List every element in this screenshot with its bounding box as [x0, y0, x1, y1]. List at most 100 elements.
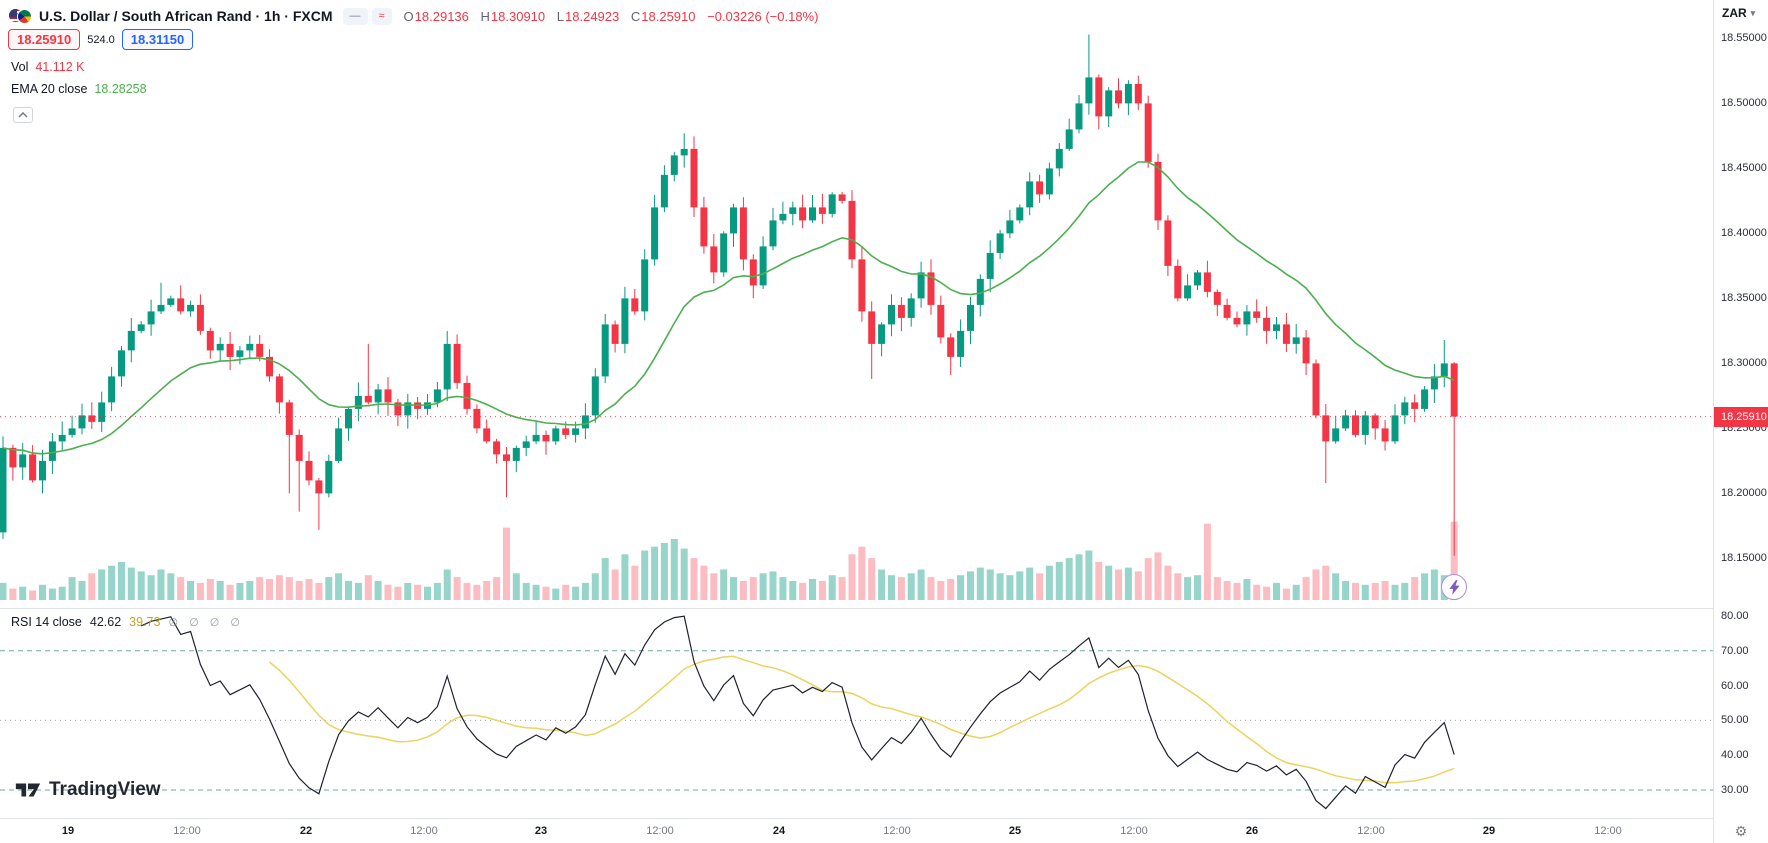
volume-bar: [660, 542, 668, 600]
volume-layer: [0, 521, 1458, 600]
volume-bar: [562, 584, 570, 600]
volume-bar: [1095, 561, 1103, 600]
volume-bar: [522, 582, 530, 600]
volume-bar: [532, 584, 540, 600]
volume-bar: [266, 579, 273, 600]
volume-bar: [157, 569, 165, 600]
volume-bar: [1430, 569, 1438, 600]
rsi-label: RSI 14 close: [11, 615, 82, 629]
volume-bar: [542, 586, 550, 600]
candle-body: [9, 447, 17, 468]
candle-body: [305, 460, 313, 481]
volume-bar: [78, 581, 86, 600]
volume-bar: [1075, 554, 1083, 600]
volume-bar: [680, 548, 688, 600]
time-axis[interactable]: 19 12:00 22 12:00 23 12:00 24 12:00 25 12:00 26 12:…: [0, 819, 1713, 843]
collapse-legend-button[interactable]: [13, 107, 33, 123]
candle-body: [621, 298, 629, 344]
volume-bar: [1282, 588, 1290, 600]
volume-bar: [749, 577, 757, 600]
candle-body: [216, 343, 224, 351]
candle-body: [1371, 415, 1379, 429]
candle-body: [29, 454, 37, 481]
axis-currency-selector[interactable]: ZAR ▾: [1714, 0, 1768, 20]
candle-body: [532, 434, 540, 442]
candle-body: [295, 434, 303, 461]
volume-bar: [206, 579, 214, 600]
rsi-axis-label: 30.00: [1721, 784, 1749, 796]
volume-bar: [1184, 577, 1192, 600]
symbol-pair-icon: [8, 7, 34, 25]
candle-body: [720, 233, 728, 273]
candle-body: [315, 480, 323, 494]
volume-bar: [848, 554, 856, 600]
axis-currency-label: ZAR: [1722, 6, 1747, 20]
time-axis-label: 12:00: [173, 825, 201, 837]
tradingview-logo-icon: [15, 783, 41, 797]
time-axis-label: 12:00: [1120, 825, 1148, 837]
sell-price-button[interactable]: 18.25910: [8, 29, 81, 50]
instant-trade-lightning-button[interactable]: [1441, 574, 1467, 600]
volume-bar: [1115, 569, 1122, 600]
candle-body: [848, 200, 856, 260]
candle-body: [473, 408, 481, 429]
volume-bar: [374, 581, 382, 600]
volume-bar: [818, 581, 826, 600]
volume-legend[interactable]: Vol 41.112 K: [11, 60, 85, 74]
volume-bar: [739, 581, 747, 600]
ema-legend[interactable]: EMA 20 close 18.28258: [11, 82, 147, 96]
price-axis[interactable]: ZAR ▾ 18.55000 18.50000 18.45000 18.40000 18…: [1714, 0, 1768, 843]
volume-bar: [1292, 584, 1300, 600]
candle-body: [1243, 311, 1251, 325]
candle-body: [572, 428, 580, 435]
high-label: H: [480, 8, 490, 24]
candle-body: [789, 207, 797, 214]
rsi-line: [140, 615, 1455, 810]
candle-body: [1322, 415, 1330, 442]
rsi-legend[interactable]: RSI 14 close 42.62 39.73 ∅ ∅ ∅ ∅: [11, 615, 244, 629]
candle-body: [542, 434, 550, 442]
volume-bar: [275, 575, 283, 600]
rsi-axis-label: 80.00: [1721, 610, 1749, 622]
candle-body: [256, 343, 264, 357]
volume-bar: [1371, 582, 1379, 600]
legend-wave-toggle[interactable]: ≈: [371, 7, 392, 25]
candle-body: [976, 278, 984, 305]
rsi-axis-label: 40.00: [1721, 749, 1749, 762]
volume-bar: [453, 577, 461, 600]
close-value: 18.25910: [641, 8, 696, 24]
ema-value: 18.28258: [94, 82, 147, 96]
rsi-pane-canvas[interactable]: [0, 609, 1713, 818]
candle-body: [1184, 285, 1192, 299]
candle-body: [1036, 181, 1044, 195]
gear-icon[interactable]: ⚙: [1734, 822, 1748, 839]
volume-bar: [137, 571, 145, 600]
price-axis-separator: [1713, 0, 1714, 843]
change-value: −0.03226 (−0.18%): [707, 8, 819, 24]
symbol-title[interactable]: U.S. Dollar / South African Rand · 1h · …: [39, 8, 333, 24]
price-axis-label: 18.50000: [1721, 97, 1767, 110]
candle-body: [1095, 77, 1103, 117]
candle-body: [651, 207, 659, 260]
candle-body: [937, 304, 945, 338]
candle-body: [137, 324, 145, 331]
volume-bar: [1322, 565, 1330, 600]
candle-body: [957, 330, 965, 357]
pane-separator[interactable]: [0, 608, 1768, 609]
volume-bar: [226, 584, 234, 600]
legend-dash-toggle[interactable]: —: [342, 7, 368, 25]
candle-body: [275, 376, 283, 403]
volume-bar: [1352, 582, 1359, 600]
buy-price-button[interactable]: 18.31150: [121, 29, 194, 50]
tradingview-watermark[interactable]: TradingView: [14, 779, 161, 801]
candle-body: [0, 447, 7, 533]
volume-bar: [345, 581, 352, 600]
price-pane-canvas[interactable]: [0, 0, 1713, 608]
volume-bar: [256, 577, 264, 600]
time-axis-label: 12:00: [410, 825, 438, 837]
candle-body: [1411, 402, 1419, 409]
volume-bar: [759, 573, 767, 600]
candle-body: [1164, 220, 1172, 266]
candle-body: [1115, 90, 1122, 104]
volume-bar: [1055, 561, 1063, 600]
